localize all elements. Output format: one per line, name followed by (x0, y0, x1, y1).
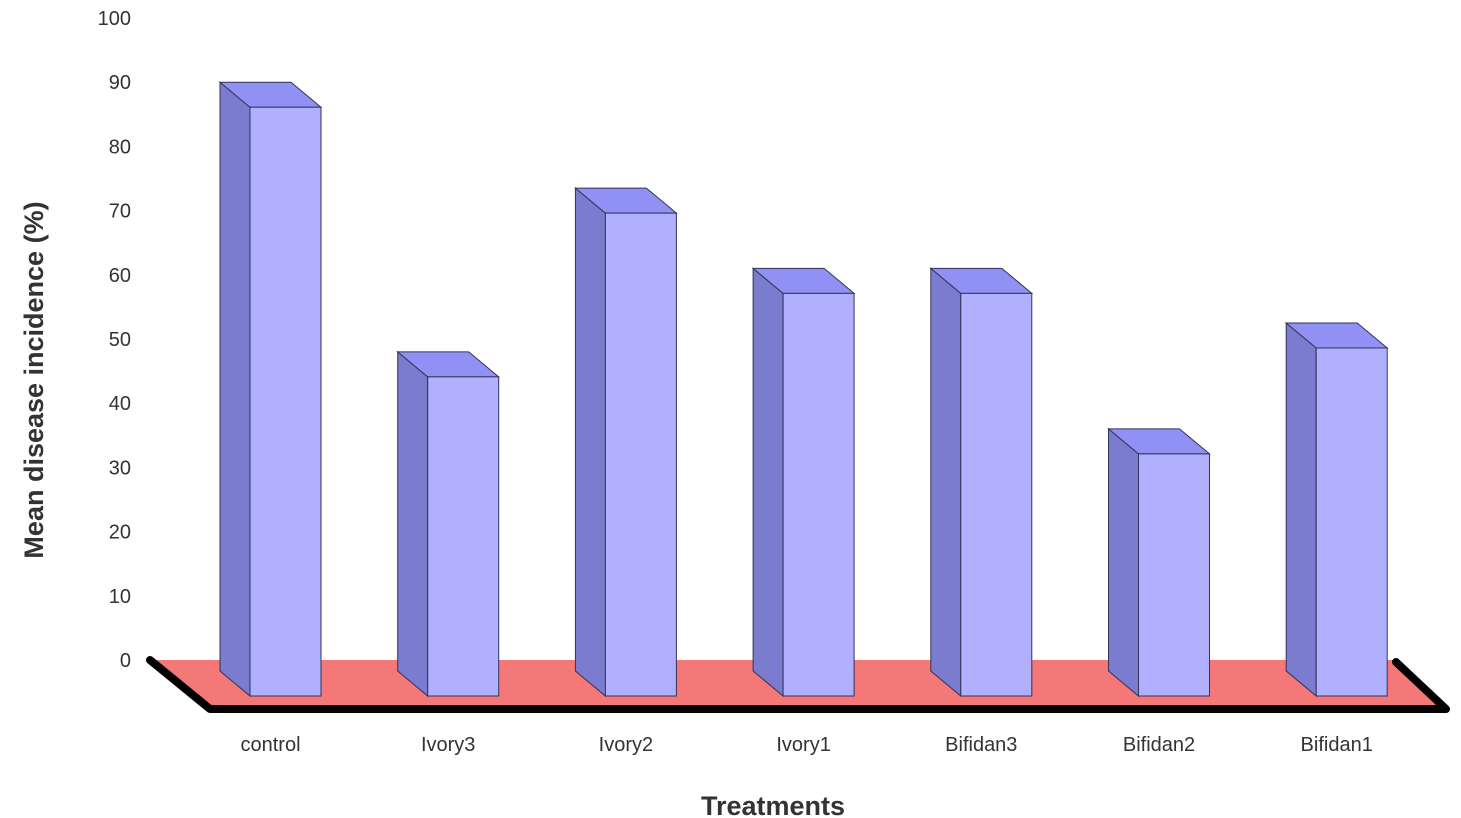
x-axis-ticks: control Ivory3 Ivory2 Ivory1 Bifidan3 Bifidan… (240, 734, 1372, 756)
bar-front-face (604, 212, 677, 697)
y-tick-label: 100 (98, 8, 131, 30)
bar-bifidan1 (1284, 321, 1389, 698)
bar-side-face (219, 81, 251, 698)
x-axis-title: Treatments (701, 791, 845, 818)
y-tick-label: 80 (109, 136, 131, 158)
y-tick-label: 50 (109, 329, 131, 351)
x-tick-label: Ivory3 (421, 734, 475, 756)
y-tick-label: 40 (109, 393, 131, 415)
bar-ivory2 (574, 187, 678, 698)
bar-side-face (1285, 321, 1317, 698)
x-tick-label: Ivory1 (776, 734, 830, 756)
bar-bifidan2 (1107, 427, 1211, 698)
bar-side-face (930, 267, 962, 698)
bar-front-face (1138, 453, 1210, 697)
y-tick-label: 20 (109, 522, 131, 544)
y-axis-ticks: 0 10 20 30 40 50 60 70 80 90 100 (98, 8, 131, 672)
x-tick-label: control (240, 734, 300, 756)
bar-side-face (1108, 427, 1139, 698)
bar-ivory1 (751, 267, 856, 698)
y-tick-label: 30 (109, 457, 131, 479)
bar-side-face (397, 350, 429, 698)
x-tick-label: Bifidan1 (1301, 734, 1373, 756)
y-tick-label: 70 (109, 201, 131, 223)
y-axis-title: Mean disease incidence (%) (19, 201, 49, 558)
bar-front-face (427, 376, 500, 697)
y-tick-label: 10 (109, 586, 131, 608)
x-tick-label: Bifidan2 (1123, 734, 1195, 756)
x-tick-label: Bifidan3 (945, 734, 1017, 756)
bar-ivory3 (396, 350, 501, 698)
bar-bifidan3 (929, 267, 1034, 698)
y-tick-label: 90 (109, 72, 131, 94)
bar-control (218, 81, 323, 698)
bar-front-face (782, 292, 855, 697)
bar-series (218, 81, 1389, 698)
bar-front-face (960, 292, 1033, 697)
floor-edge (146, 656, 1450, 713)
y-tick-label: 0 (120, 650, 131, 672)
bar-front-face (1315, 347, 1388, 697)
bar-side-face (752, 267, 784, 698)
bar-side-face (574, 187, 606, 698)
bar-front-face (249, 106, 322, 697)
x-tick-label: Ivory2 (599, 734, 653, 756)
y-tick-label: 60 (109, 265, 131, 287)
